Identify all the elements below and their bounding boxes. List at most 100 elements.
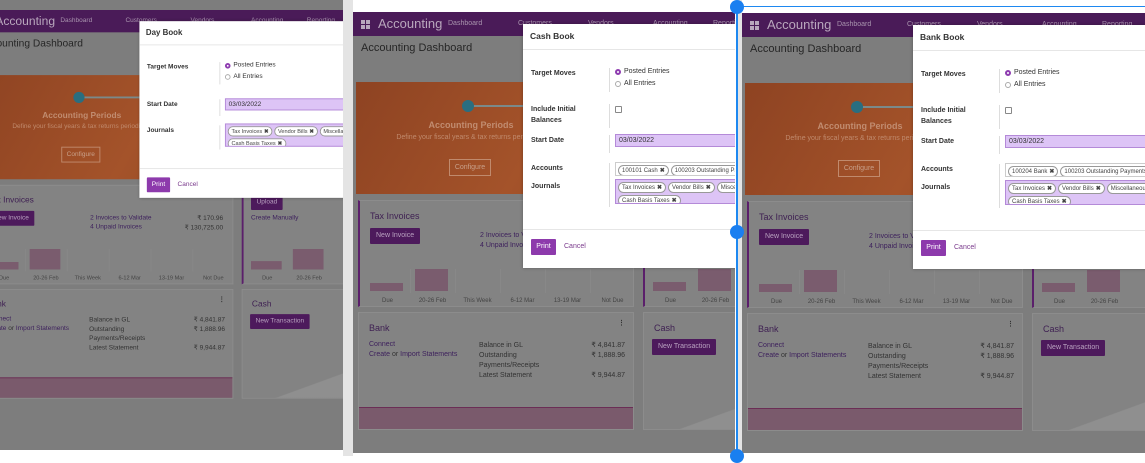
start-date-input[interactable]: 03/03/2022 [1005,135,1145,148]
nav-item[interactable]: Accounting [1042,21,1077,28]
journal-tag[interactable]: Miscellaneous✖ [716,182,735,193]
radio-button[interactable] [615,80,621,87]
cancel-button[interactable]: Cancel [177,181,198,188]
chart-bar[interactable] [292,249,324,270]
journal-tag[interactable]: Vendor Bills ✖ [668,182,715,193]
chart-bar[interactable] [1042,283,1075,292]
invoice-link[interactable]: 2 Invoices to Validate [869,233,936,240]
chart-bar[interactable] [804,270,837,292]
journal-tag[interactable]: Tax Invoices ✖ [1008,183,1057,194]
chart-bar[interactable] [251,261,282,270]
new-transaction-button[interactable]: New Transaction [652,339,717,355]
journals-field[interactable]: Tax Invoices✖Vendor Bills✖Miscellaneous✖… [1005,180,1145,205]
remove-tag-icon[interactable]: ✖ [659,168,665,174]
journal-tag[interactable]: Cash Basis Taxes ✖ [1008,196,1071,204]
card-title[interactable]: Cash [1043,324,1065,334]
invoice-link[interactable]: 2 Invoices to Validate [90,214,152,222]
nav-item[interactable]: Accounting [251,17,283,24]
selection-top-edge[interactable] [738,6,1145,7]
accounts-field[interactable]: 100101 Cash✖100203 Outstanding Payments✖ [615,162,735,176]
radio-posted-entries[interactable]: Posted Entries [615,68,670,75]
new-invoice-button[interactable]: New Invoice [0,210,35,226]
card-title[interactable]: Tax Invoices [0,195,34,205]
radio-all-entries[interactable]: All Entries [224,73,263,80]
remove-tag-icon[interactable]: ✖ [1047,186,1053,192]
nav-item[interactable]: Reporting [307,17,335,24]
create-statements-link[interactable]: Create [758,352,780,359]
nav-item[interactable]: Customers [125,17,156,24]
radio-button[interactable] [1005,81,1011,88]
nav-item[interactable]: Reporting [1102,21,1132,28]
new-invoice-button[interactable]: New Invoice [759,229,810,245]
card-title[interactable]: Bank [0,299,6,309]
account-tag[interactable]: 100101 Cash ✖ [618,165,669,175]
journal-tag[interactable]: Cash Basis Taxes ✖ [618,195,681,204]
apps-menu-icon[interactable] [750,21,759,30]
radio-button[interactable] [615,68,621,75]
card-title[interactable]: Tax Invoices [759,212,809,222]
start-date-input[interactable]: 03/03/2022 [224,98,343,111]
app-name[interactable]: Accounting [767,17,832,32]
account-tag[interactable]: 100203 Outstanding Payments✖ [1060,166,1145,176]
radio-posted-entries[interactable]: Posted Entries [224,62,276,69]
nav-item[interactable]: Vendors [588,20,614,27]
import-statements-link[interactable]: Import Statements [15,325,70,332]
radio-all-entries[interactable]: All Entries [615,80,656,87]
nav-item[interactable]: Accounting [653,20,688,27]
chart-bar[interactable] [698,269,731,291]
invoice-link[interactable]: 4 Unpaid Invoices [869,243,925,250]
remove-tag-icon[interactable]: ✖ [1049,169,1055,175]
journal-tag[interactable]: Miscellaneous✖ [1106,183,1145,194]
radio-posted-entries[interactable]: Posted Entries [1005,69,1060,76]
connect-link[interactable]: Connect [369,341,396,348]
card-title[interactable]: Cash [251,299,272,309]
configure-button[interactable]: Configure [838,160,880,177]
card-title[interactable]: Bank [758,324,779,334]
more-options-icon[interactable]: ⋮ [618,320,625,327]
nav-item[interactable]: Customers [518,20,552,27]
cancel-button[interactable]: Cancel [564,243,586,250]
configure-button[interactable]: Configure [61,146,101,163]
remove-tag-icon[interactable]: ✖ [1095,186,1101,192]
nav-item[interactable]: Dashboard [448,20,483,27]
import-statements-link[interactable]: Import Statements [789,352,847,359]
nav-item[interactable]: Vendors [191,17,215,24]
remove-tag-icon[interactable]: ✖ [671,198,677,204]
remove-tag-icon[interactable]: ✖ [309,129,315,135]
app-name[interactable]: Accounting [0,13,56,28]
print-button[interactable]: Print [531,239,556,255]
chart-bar[interactable] [1087,270,1120,292]
invoice-link[interactable]: 2 Invoices to Validate [480,232,547,239]
card-title[interactable]: Bank [369,323,390,333]
remove-tag-icon[interactable]: ✖ [277,141,283,147]
create-statements-link[interactable]: Create [0,325,7,332]
account-tag[interactable]: 100203 Outstanding Payments✖ [670,165,735,175]
print-button[interactable]: Print [146,177,171,193]
resize-handle-bottom[interactable] [730,449,744,463]
chart-bar[interactable] [370,283,403,291]
chart-bar[interactable] [0,262,19,270]
connect-link[interactable]: Connect [758,342,785,349]
invoice-link[interactable]: 4 Unpaid Invoices [90,223,142,231]
import-statements-link[interactable]: Import Statements [400,351,458,358]
radio-button[interactable] [1005,69,1011,76]
new-transaction-button[interactable]: New Transaction [1041,340,1106,356]
remove-tag-icon[interactable]: ✖ [657,185,663,191]
journals-field[interactable]: Tax Invoices✖Vendor Bills✖Miscellaneous✖… [224,123,343,147]
invoice-link[interactable]: 4 Unpaid Invoices [480,242,536,249]
radio-button[interactable] [224,62,231,69]
create-statements-link[interactable]: Create [369,351,391,358]
remove-tag-icon[interactable]: ✖ [705,185,711,191]
card-title[interactable]: Cash [654,323,676,333]
more-options-icon[interactable]: ⋮ [1007,321,1014,328]
upload-button[interactable]: Upload [251,195,283,210]
create-manually-link[interactable]: Create Manually [251,214,299,222]
start-date-input[interactable]: 03/03/2022 [615,134,735,147]
journals-field[interactable]: Tax Invoices✖Vendor Bills✖Miscellaneous✖… [615,179,735,204]
cancel-button[interactable]: Cancel [954,244,976,251]
chart-bar[interactable] [29,249,61,270]
nav-item[interactable]: Customers [907,21,941,28]
include-initial-balances-checkbox[interactable] [615,106,622,113]
chart-bar[interactable] [759,284,792,292]
print-button[interactable]: Print [921,240,946,256]
